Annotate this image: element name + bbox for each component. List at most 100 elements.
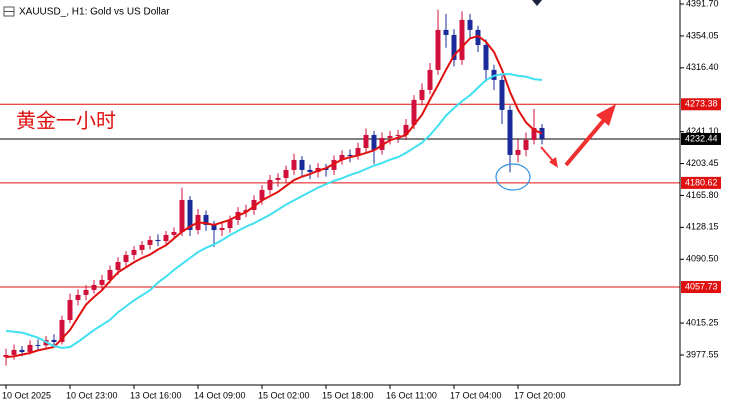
candle-body xyxy=(355,147,361,156)
candle-body xyxy=(395,134,401,136)
candle-body xyxy=(75,294,81,300)
candle-body xyxy=(371,134,377,150)
y-tick-label: 4354.05 xyxy=(686,30,719,40)
moving-average xyxy=(5,34,543,359)
x-tick-label: 16 Oct 11:00 xyxy=(386,390,437,400)
y-tick-label: 4241.10 xyxy=(686,126,719,136)
candle-body xyxy=(131,249,137,255)
candle-body xyxy=(83,289,89,295)
candle-body xyxy=(35,344,41,346)
candle-body xyxy=(443,29,449,35)
candle-body xyxy=(387,135,393,138)
candle-body xyxy=(123,254,129,262)
level-label: 4273.38 xyxy=(685,99,718,109)
candle-body xyxy=(227,219,233,228)
level-label-bg xyxy=(681,176,721,189)
x-tick-label: 13 Oct 16:00 xyxy=(130,390,182,400)
candle-body xyxy=(483,45,489,70)
x-tick-label: 14 Oct 09:00 xyxy=(194,390,246,400)
candle-body xyxy=(475,29,481,46)
annotation: 黄金一小时 xyxy=(16,109,116,132)
candle-body xyxy=(283,169,289,178)
y-tick-label: 4203.45 xyxy=(686,158,719,168)
bid-label-bg xyxy=(681,132,721,145)
candle-body xyxy=(171,231,177,235)
x-tick-label: 17 Oct 04:00 xyxy=(450,390,502,400)
candle-body xyxy=(307,169,313,172)
candle-body xyxy=(115,261,121,270)
candle-body xyxy=(507,109,513,155)
y-tick-label: 4316.40 xyxy=(686,62,719,72)
candle-body xyxy=(203,214,209,225)
candle-body xyxy=(11,349,17,355)
bid-label: 4232.44 xyxy=(685,133,718,143)
candle-body xyxy=(427,69,433,90)
candle-body xyxy=(499,79,505,110)
candle-body xyxy=(67,299,73,320)
candle-body xyxy=(299,159,305,170)
y-tick-label: 4391.70 xyxy=(686,0,719,8)
candle-body xyxy=(435,29,441,70)
candle-body xyxy=(3,354,9,358)
candle-body xyxy=(411,99,417,125)
candle-body xyxy=(291,159,297,170)
candle-body xyxy=(379,137,385,150)
candle-body xyxy=(147,239,153,245)
circle-annotation xyxy=(495,163,531,191)
candle-body xyxy=(219,227,225,231)
candle-body xyxy=(107,269,113,280)
y-tick-label: 4128.15 xyxy=(686,222,719,232)
candle-body xyxy=(163,234,169,242)
candle-body xyxy=(451,34,457,60)
candle-body xyxy=(59,319,65,342)
candle-body xyxy=(363,134,369,148)
arrow xyxy=(564,118,606,167)
candle-body xyxy=(467,19,473,30)
candle-body xyxy=(19,349,25,352)
candle-body xyxy=(531,127,537,140)
candle-body xyxy=(27,344,33,352)
candle-body xyxy=(211,224,217,231)
y-tick-label: 4090.50 xyxy=(686,254,719,264)
candle-body xyxy=(187,199,193,230)
candle-body xyxy=(523,139,529,150)
level-label: 4057.73 xyxy=(685,281,718,291)
x-tick-label: 15 Oct 18:00 xyxy=(322,390,374,400)
candle-body xyxy=(539,127,545,139)
candle-body xyxy=(347,154,353,156)
candle-body xyxy=(339,154,345,160)
level-label-bg xyxy=(681,281,721,294)
x-tick-label: 10 Oct 23:00 xyxy=(66,390,118,400)
candle-body xyxy=(259,189,265,200)
candle-body xyxy=(179,199,185,232)
y-tick-label: 3977.55 xyxy=(686,349,719,359)
candle-body xyxy=(267,179,273,190)
arrow xyxy=(540,146,554,162)
candle-body xyxy=(155,239,161,242)
x-tick-label: 17 Oct 20:00 xyxy=(514,390,566,400)
candle-body xyxy=(243,209,249,212)
arrow-head xyxy=(549,157,558,168)
y-tick-label: 4015.25 xyxy=(686,317,719,327)
candle-body xyxy=(91,284,97,290)
level-label-bg xyxy=(681,98,721,111)
level-label: 4180.62 xyxy=(685,177,718,187)
x-tick-label: 15 Oct 02:00 xyxy=(258,390,310,400)
shift-marker xyxy=(532,0,542,6)
plot xyxy=(0,9,680,366)
candle-body xyxy=(99,279,105,285)
moving-average xyxy=(5,73,543,349)
candle-body xyxy=(139,244,145,250)
candle-body xyxy=(275,177,281,180)
candle-body xyxy=(251,199,257,210)
candle-body xyxy=(403,124,409,135)
y-tick-label: 4165.80 xyxy=(686,190,719,200)
x-tick-label: 10 Oct 2025 xyxy=(2,390,51,400)
chart-title: XAUUSD_, H1: Gold vs US Dollar xyxy=(19,7,170,18)
candle-body xyxy=(51,339,57,342)
candle-body xyxy=(419,89,425,100)
candle-body xyxy=(459,19,465,60)
arrow-head xyxy=(596,104,616,126)
